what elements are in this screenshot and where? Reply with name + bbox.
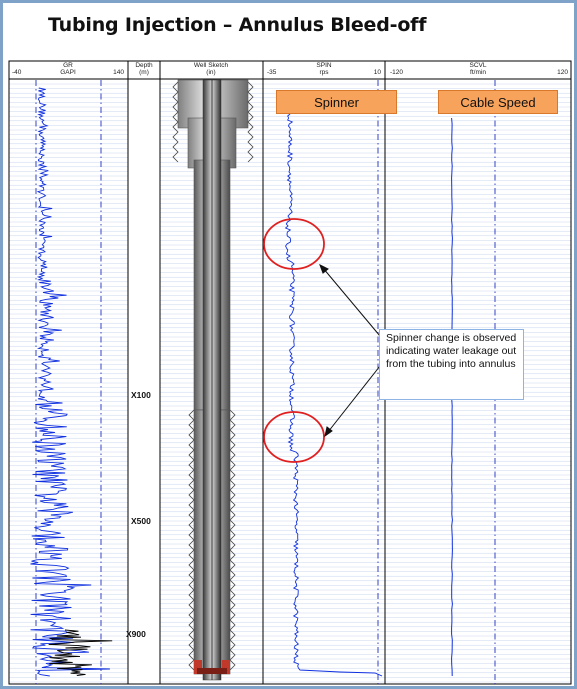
gr-curve <box>30 87 110 677</box>
gr-high-curve <box>48 629 113 677</box>
gr-scale-min: -40 <box>12 69 22 76</box>
spin-curve <box>284 111 383 677</box>
gr-track-name: GR <box>63 62 73 69</box>
depth-track-unit: (m) <box>139 69 149 76</box>
scvl-track-unit: ft/min <box>470 69 486 76</box>
gr-track-unit: GAPI <box>60 69 76 76</box>
sketch-track-unit: (in) <box>206 69 215 76</box>
depth-label: X500 <box>131 516 151 526</box>
scvl-scale-min: -120 <box>390 69 403 76</box>
spin-track-unit: rps <box>319 69 329 76</box>
page-title: Tubing Injection – Annulus Bleed-off <box>48 14 427 36</box>
highlight-circle <box>263 411 325 463</box>
gr-scale-max: 140 <box>113 69 124 76</box>
spin-scale-min: -35 <box>267 69 277 76</box>
depth-label: X900 <box>126 629 146 639</box>
depth-track-name: Depth <box>135 62 153 69</box>
highlight-circle <box>263 218 325 270</box>
scvl-track-name: SCVL <box>470 62 487 69</box>
track-borders <box>8 60 572 685</box>
sketch-track-name: Well Sketch <box>194 62 229 69</box>
callout-arrows <box>319 263 381 438</box>
spin-scale-max: 10 <box>374 69 382 76</box>
spin-track-name: SPIN <box>316 62 331 69</box>
scvl-scale-max: 120 <box>557 69 568 76</box>
cable-speed-badge: Cable Speed <box>438 90 558 114</box>
callout-note: Spinner change is observed indicating wa… <box>379 329 524 400</box>
well-sketch <box>172 79 254 681</box>
depth-label: X100 <box>131 390 151 400</box>
spinner-badge: Spinner <box>276 90 397 114</box>
